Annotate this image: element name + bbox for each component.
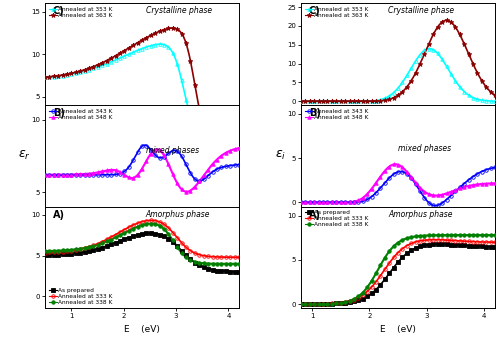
Text: Crystalline phase: Crystalline phase — [388, 6, 454, 16]
Text: B): B) — [53, 108, 64, 118]
Y-axis label: $\varepsilon_i$: $\varepsilon_i$ — [274, 149, 286, 162]
Text: Amorphus phase: Amorphus phase — [146, 210, 210, 219]
Text: A): A) — [53, 210, 65, 220]
Y-axis label: $\varepsilon_r$: $\varepsilon_r$ — [18, 149, 30, 162]
Legend: As prepared, Annealed at 333 K, Annealed at 338 K: As prepared, Annealed at 333 K, Annealed… — [304, 210, 370, 228]
Legend: Annealed at 353 K, Annealed at 363 K: Annealed at 353 K, Annealed at 363 K — [48, 6, 114, 19]
X-axis label: E    (eV): E (eV) — [380, 325, 416, 334]
Text: mixed phases: mixed phases — [398, 144, 451, 153]
Text: Crystalline phase: Crystalline phase — [146, 6, 212, 16]
Text: Amorphus phase: Amorphus phase — [388, 210, 453, 219]
Legend: Annealed at 343 K, Annealed at 348 K: Annealed at 343 K, Annealed at 348 K — [304, 108, 370, 120]
Legend: Annealed at 353 K, Annealed at 363 K: Annealed at 353 K, Annealed at 363 K — [304, 6, 370, 19]
Text: C): C) — [53, 6, 64, 16]
Legend: As prepared, Annealed at 333 K, Annealed at 338 K: As prepared, Annealed at 333 K, Annealed… — [48, 287, 114, 305]
Text: B): B) — [309, 108, 320, 118]
Legend: Annealed at 343 K, Annealed at 348 K: Annealed at 343 K, Annealed at 348 K — [48, 108, 114, 120]
X-axis label: E    (eV): E (eV) — [124, 325, 160, 334]
Text: A): A) — [309, 210, 321, 220]
Text: C): C) — [309, 6, 320, 16]
Text: mixed phases: mixed phases — [146, 146, 199, 155]
